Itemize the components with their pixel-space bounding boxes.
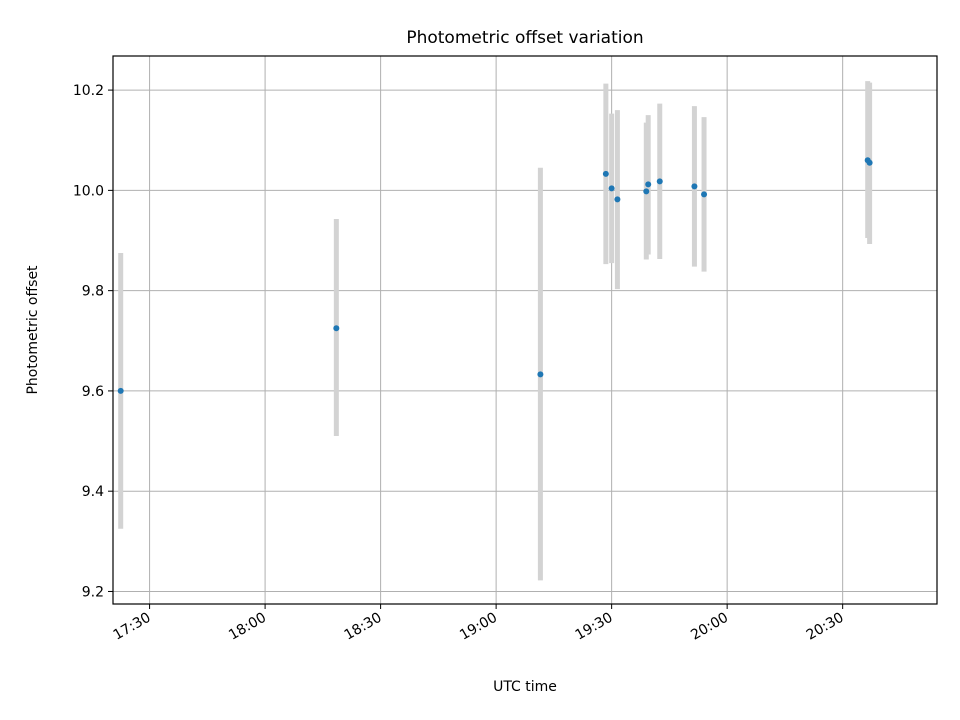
x-axis-label: UTC time — [493, 679, 557, 695]
data-point — [117, 387, 124, 394]
grid — [113, 56, 937, 604]
y-tick-label: 9.8 — [82, 284, 104, 300]
y-tick-label: 9.4 — [82, 484, 104, 500]
data-point — [645, 181, 652, 188]
data-point — [643, 188, 650, 195]
data-point — [333, 325, 340, 332]
y-tick-label: 9.6 — [82, 384, 104, 400]
y-axis-ticks: 9.2 9.4 9.6 9.8 10.0 10.2 — [73, 83, 113, 600]
y-tick-label: 9.2 — [82, 584, 104, 600]
data-point — [608, 185, 615, 192]
chart-title: Photometric offset variation — [406, 28, 643, 48]
data-point — [691, 183, 698, 190]
data-point — [614, 196, 621, 203]
y-tick-label: 10.0 — [73, 183, 104, 199]
data-point — [602, 170, 609, 177]
y-tick-label: 10.2 — [73, 83, 104, 99]
plot-frame — [112, 55, 938, 605]
data-point — [701, 191, 708, 198]
data-point — [866, 159, 873, 166]
data-point — [537, 371, 544, 378]
data-points — [117, 157, 873, 394]
data-point — [656, 178, 663, 185]
y-axis-label: Photometric offset — [25, 265, 41, 395]
